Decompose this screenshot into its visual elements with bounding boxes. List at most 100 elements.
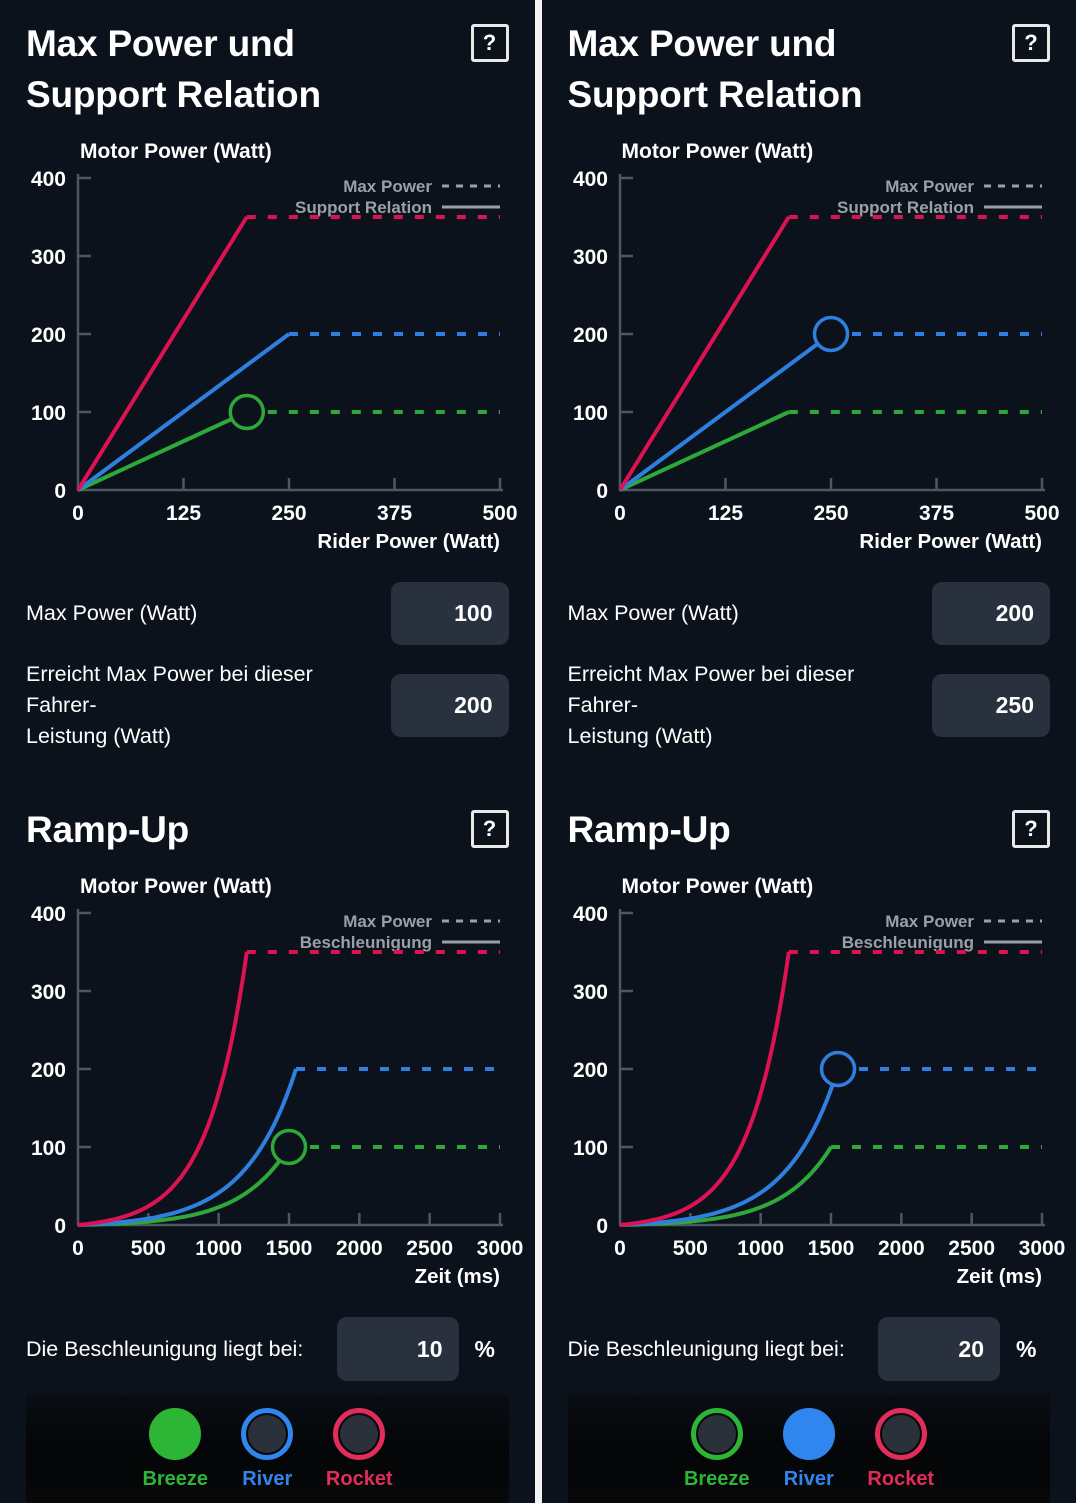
ramp-up-section-header: Ramp-Up ? [26,804,509,855]
y-axis-title: Motor Power (Watt) [621,875,814,898]
section-title: Ramp-Up [568,804,731,855]
acceleration-unit: % [1016,1335,1037,1362]
help-button[interactable]: ? [470,24,509,62]
panel-left-body: Max Power und Support Relation ? Motor P… [0,0,535,1503]
field-label-line: Max Power (Watt) [567,601,739,625]
svg-text:1500: 1500 [807,1237,854,1260]
selected-mode-marker[interactable] [812,315,849,353]
breeze-mode-icon-fill [154,1413,196,1455]
section-title-line: Max Power und [567,23,837,64]
y-axis-title: Motor Power (Watt) [621,140,814,163]
section-title: Max Power und Support Relation [568,18,863,120]
panel-right: Max Power und Support Relation ? Motor P… [541,0,1076,1503]
mode-label: Breeze [683,1468,750,1490]
section-title-line: Support Relation [567,74,863,115]
river-mode-icon [782,1408,835,1460]
svg-text:300: 300 [31,981,66,1004]
support-power-input[interactable]: 250 [932,674,1050,737]
mode-selector-footer: Breeze River Rocket [26,1395,509,1503]
svg-text:500: 500 [131,1237,166,1260]
svg-text:Max Power: Max Power [343,912,432,931]
max-power-input[interactable]: 100 [390,582,509,645]
breeze-mode-icon-fill [697,1415,736,1453]
river-mode-icon-fill [788,1413,830,1455]
help-button[interactable]: ? [1012,810,1050,848]
svg-text:2500: 2500 [406,1237,453,1260]
selected-mode-marker[interactable] [819,1050,856,1088]
support-power-field-row: Erreicht Max Power bei dieser Fahrer- Le… [26,659,509,752]
svg-text:Beschleunigung: Beschleunigung [841,933,973,952]
mode-button-river[interactable]: River [776,1408,842,1491]
svg-text:Max Power: Max Power [885,177,974,196]
svg-text:3000: 3000 [1018,1237,1065,1260]
breeze-mode-icon [690,1408,743,1460]
svg-text:125: 125 [707,502,742,525]
svg-text:100: 100 [572,402,607,425]
acceleration-input[interactable]: 20 [878,1317,1000,1381]
breeze-mode-icon [149,1408,202,1460]
help-button[interactable]: ? [470,810,509,848]
support-power-input[interactable]: 200 [390,674,509,737]
acceleration-input[interactable]: 10 [336,1317,459,1381]
svg-text:500: 500 [1024,502,1059,525]
svg-text:1000: 1000 [737,1237,784,1260]
svg-text:2000: 2000 [336,1237,383,1260]
river-mode-icon [241,1408,294,1460]
svg-text:250: 250 [813,502,848,525]
section-title: Max Power und Support Relation [26,18,321,120]
mode-selector-footer: Breeze River Rocket [567,1395,1050,1503]
chart-canvas: 0 100 200 300 400 0 125 250 375 500 Rider Power (W… [572,168,1059,553]
svg-text:400: 400 [572,903,607,926]
support-relation-chart: 0 100 200 300 400 0 125 250 375 500 Rider Power (W… [568,168,1059,556]
ramp-up-section-header: Ramp-Up ? [568,804,1050,855]
max-power-section-header: Max Power und Support Relation ? [568,18,1050,120]
svg-text:1500: 1500 [266,1237,313,1260]
svg-text:Rider Power (Watt): Rider Power (Watt) [317,530,500,553]
max-power-field-label: Max Power (Watt) [568,598,933,629]
rocket-mode-icon [333,1408,386,1460]
svg-text:375: 375 [377,502,412,525]
field-label-line: Erreicht Max Power bei dieser Fahrer- [567,662,855,717]
svg-text:100: 100 [572,1137,607,1160]
rocket-mode-icon-fill [340,1415,379,1453]
svg-text:0: 0 [72,1237,84,1260]
svg-text:250: 250 [271,502,306,525]
mode-label: River [242,1468,293,1490]
svg-text:0: 0 [54,1215,66,1238]
svg-text:0: 0 [72,502,84,525]
svg-text:2000: 2000 [877,1237,924,1260]
svg-text:300: 300 [31,246,66,269]
selected-mode-marker[interactable] [228,393,266,431]
panel-left: Max Power und Support Relation ? Motor P… [0,0,535,1503]
field-label-line: Erreicht Max Power bei dieser Fahrer- [26,662,313,717]
svg-text:Max Power: Max Power [343,177,432,196]
svg-text:400: 400 [572,168,607,191]
mode-button-breeze[interactable]: Breeze [142,1408,208,1491]
mode-button-rocket[interactable]: Rocket [867,1408,934,1491]
svg-text:1000: 1000 [195,1237,242,1260]
section-title-line: Max Power und [26,23,295,64]
acceleration-label: Die Beschleunigung liegt bei: [26,1336,304,1361]
chart-canvas: 0 100 200 300 400 0 125 250 375 500 Rider Power (W… [31,168,518,553]
mode-button-breeze[interactable]: Breeze [684,1408,750,1491]
mode-label: Breeze [142,1468,209,1490]
svg-text:500: 500 [672,1237,707,1260]
support-relation-chart: 0 100 200 300 400 0 125 250 375 500 Rider Power (W… [26,168,518,556]
mode-button-river[interactable]: River [234,1408,300,1491]
max-power-input[interactable]: 200 [932,582,1050,645]
chart-canvas: 0 100 200 300 400 0 500 1000 1500 2000 2500 3000 Zei… [31,903,523,1288]
rocket-mode-icon [874,1408,927,1460]
field-label-line: Leistung (Watt) [26,724,171,748]
section-title: Ramp-Up [26,804,189,855]
y-axis-title: Motor Power (Watt) [80,875,272,898]
acceleration-label: Die Beschleunigung liegt bei: [567,1336,845,1361]
support-power-field-label: Erreicht Max Power bei dieser Fahrer- Le… [26,659,391,752]
svg-text:Zeit (ms): Zeit (ms) [415,1265,500,1288]
svg-text:100: 100 [31,1137,66,1160]
mode-button-rocket[interactable]: Rocket [326,1408,393,1491]
selected-mode-marker[interactable] [270,1128,308,1166]
svg-text:3000: 3000 [477,1237,524,1260]
svg-text:0: 0 [614,502,626,525]
help-button[interactable]: ? [1012,24,1050,62]
